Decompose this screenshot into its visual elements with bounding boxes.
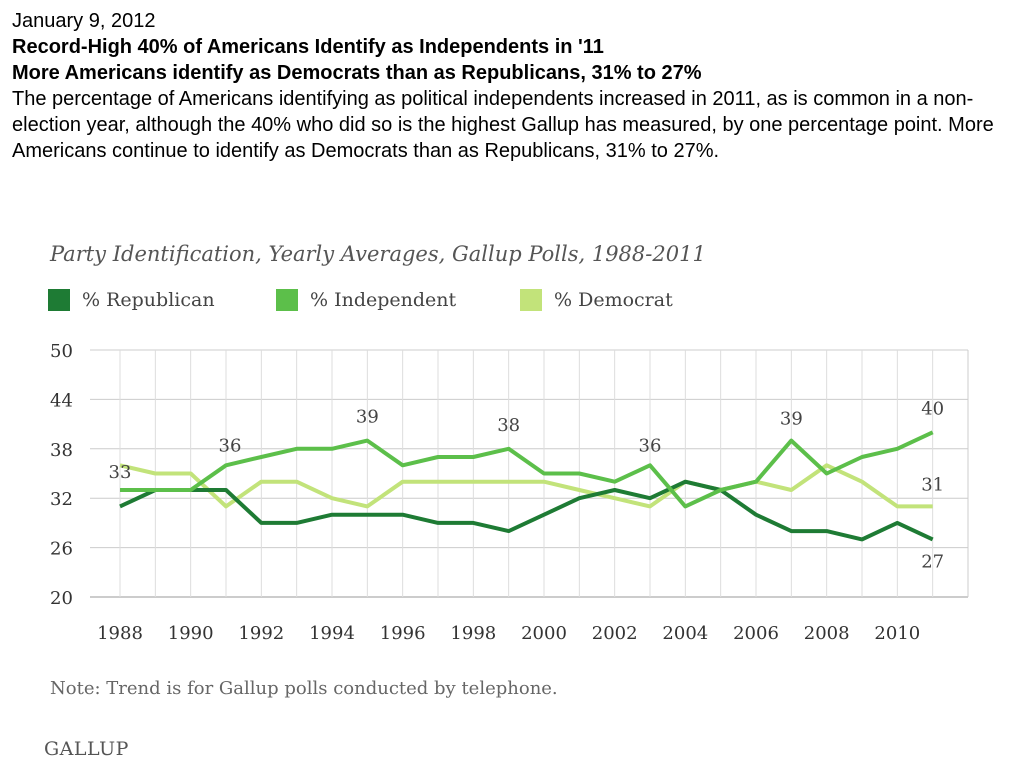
y-tick-label: 50 xyxy=(50,341,73,362)
legend-label: % Republican xyxy=(82,289,215,311)
y-tick-label: 26 xyxy=(50,539,73,560)
x-tick-label: 1994 xyxy=(309,623,355,644)
series-line xyxy=(119,463,933,509)
legend-label: % Independent xyxy=(310,289,457,311)
article-body: The percentage of Americans identifying … xyxy=(12,88,994,162)
y-tick-label: 38 xyxy=(50,440,73,461)
y-axis: 20 26 32 38 44 50 xyxy=(50,341,73,609)
y-tick-label: 44 xyxy=(50,390,73,411)
article-headline: Record-High 40% of Americans Identify as… xyxy=(12,36,604,58)
chart-legend: % Republican % Independent % Democrat xyxy=(48,289,673,311)
legend-swatch xyxy=(48,289,70,311)
article-subheadline: More Americans identify as Democrats tha… xyxy=(12,62,702,84)
legend-swatch xyxy=(520,289,542,311)
article-date: January 9, 2012 xyxy=(12,10,156,32)
y-tick-label: 20 xyxy=(50,588,73,609)
data-label: 36 xyxy=(219,435,242,456)
x-tick-label: 2008 xyxy=(804,623,850,644)
data-label: 36 xyxy=(639,435,662,456)
legend-swatch xyxy=(276,289,298,311)
x-tick-label: 2006 xyxy=(733,623,779,644)
data-label: 27 xyxy=(921,551,944,572)
x-tick-label: 2000 xyxy=(521,623,567,644)
x-tick-label: 1998 xyxy=(450,623,496,644)
chart-title: Party Identification, Yearly Averages, G… xyxy=(49,242,706,266)
data-label: 40 xyxy=(921,398,944,419)
article-header: January 9, 2012 Record-High 40% of Ameri… xyxy=(12,8,1020,164)
x-tick-label: 1992 xyxy=(238,623,284,644)
chart-series xyxy=(119,430,934,542)
x-tick-label: 1996 xyxy=(380,623,426,644)
x-tick-label: 2004 xyxy=(662,623,708,644)
legend-label: % Democrat xyxy=(554,289,673,311)
series-line xyxy=(119,479,934,542)
x-tick-label: 2010 xyxy=(874,623,920,644)
chart-grid xyxy=(90,349,969,598)
y-tick-label: 32 xyxy=(50,489,73,510)
gallup-logo: GALLUP xyxy=(44,738,129,760)
x-tick-label: 2002 xyxy=(592,623,638,644)
data-label: 31 xyxy=(921,474,944,495)
data-label: 39 xyxy=(356,407,379,428)
series-line xyxy=(120,430,934,509)
chart-annotations: 33 36 39 38 36 39 40 31 27 xyxy=(109,398,945,572)
x-tick-label: 1988 xyxy=(97,623,143,644)
data-label: 39 xyxy=(780,409,803,430)
x-tick-label: 1990 xyxy=(168,623,214,644)
data-label: 38 xyxy=(497,415,520,436)
x-axis: 1988 1990 1992 1994 1996 1998 2000 2002 2004 2006… xyxy=(97,623,920,644)
data-label: 33 xyxy=(109,462,132,483)
chart-note: Note: Trend is for Gallup polls conducte… xyxy=(50,678,558,699)
